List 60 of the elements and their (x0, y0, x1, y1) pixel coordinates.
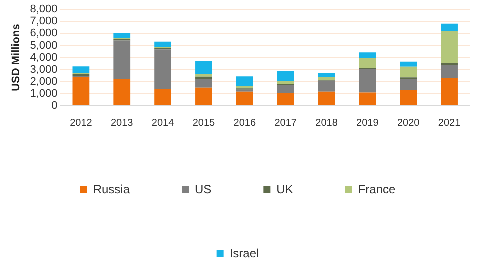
legend-label: France (358, 182, 396, 196)
x-tick-label: 2018 (316, 118, 338, 129)
bar (318, 92, 336, 106)
x-tick-label: 2012 (70, 118, 93, 129)
bar (196, 88, 212, 106)
bar (359, 69, 376, 93)
y-tick-label: 4,000 (30, 52, 58, 64)
y-tick-label: 1,000 (30, 88, 58, 100)
x-tick-label: 2013 (110, 118, 134, 129)
bar (236, 92, 254, 106)
bar (114, 32, 131, 38)
y-tick-label: 7,000 (30, 16, 58, 28)
y-tick-label: 5,000 (30, 40, 58, 52)
bar (359, 92, 376, 106)
bar (196, 62, 212, 75)
bar (318, 77, 336, 80)
bar (154, 42, 172, 48)
bar (154, 89, 172, 106)
bar (196, 76, 212, 80)
y-tick-label: 3,000 (30, 64, 58, 76)
bar (236, 76, 254, 86)
bar (72, 66, 90, 74)
bar (154, 50, 172, 90)
y-tick-label: 0 (52, 100, 58, 112)
bar (277, 93, 294, 106)
bar (400, 90, 418, 106)
y-tick-label: 6,000 (30, 28, 58, 40)
bar (400, 79, 418, 90)
bar (114, 40, 131, 80)
bar (72, 77, 90, 106)
bar (277, 81, 294, 84)
bar (196, 79, 212, 88)
bar (114, 79, 131, 106)
legend-label: US (194, 182, 212, 196)
bar (236, 86, 254, 89)
x-tick-label: 2021 (438, 118, 462, 129)
bar (359, 58, 376, 68)
x-tick-label: 2016 (234, 118, 256, 129)
bar (441, 78, 458, 106)
x-tick-label: 2020 (397, 118, 420, 129)
bar (441, 65, 458, 78)
legend-label: UK (276, 182, 294, 196)
x-tick-label: 2015 (192, 118, 216, 129)
bar (318, 80, 336, 92)
y-tick-label: 2,000 (30, 76, 58, 88)
legend-label: Israel (230, 246, 260, 260)
bar (277, 85, 294, 94)
y-axis-title: USD Millions (10, 24, 23, 92)
y-tick-label: 8,000 (30, 4, 58, 16)
x-tick-label: 2014 (152, 118, 175, 129)
x-tick-label: 2017 (274, 118, 298, 129)
bar (359, 52, 376, 58)
bar (441, 31, 458, 64)
legend-label: Russia (93, 182, 130, 196)
bar (400, 66, 418, 78)
x-tick-label: 2019 (356, 118, 380, 129)
bar (400, 62, 418, 67)
bar (441, 24, 458, 32)
bar (318, 73, 336, 78)
bar (277, 71, 294, 82)
